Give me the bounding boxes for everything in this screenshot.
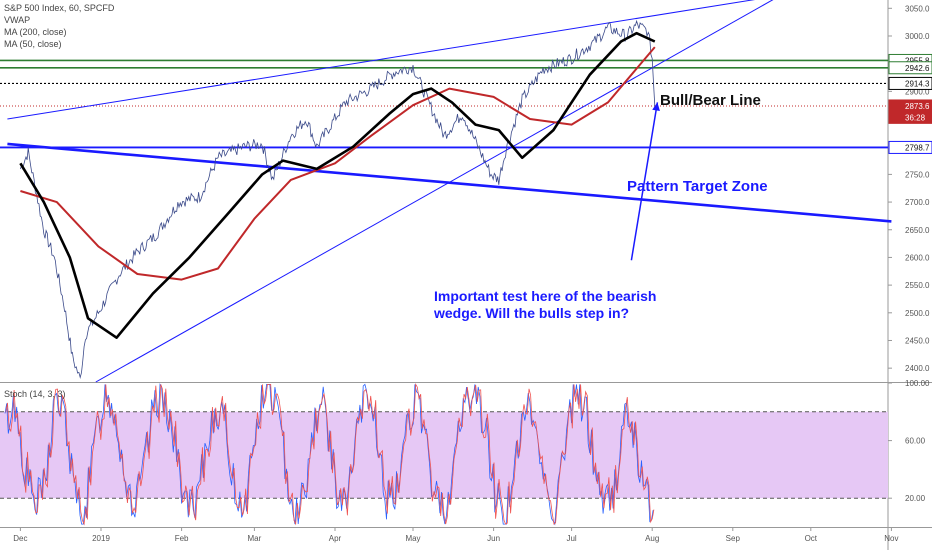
time-tick-label: 2019 xyxy=(92,534,110,543)
price-tick-label: 2650.0 xyxy=(905,226,930,235)
price-label-box xyxy=(888,140,932,154)
legend-ma50[interactable]: MA (50, close) xyxy=(4,39,62,49)
price-label: 2914.3 xyxy=(905,79,930,88)
stoch-band-fill xyxy=(0,411,888,499)
annotation-arrowhead xyxy=(652,102,660,112)
price-tick-label: 2900.0 xyxy=(905,87,930,96)
time-tick-label: Oct xyxy=(805,534,818,543)
time-tick-label: May xyxy=(405,534,420,543)
ma200-series-line xyxy=(20,46,656,281)
time-tick-label: Aug xyxy=(645,534,659,543)
stoch-tick-label: 20.00 xyxy=(905,494,926,503)
legend-symbol[interactable]: S&P 500 Index, 60, SPCFD xyxy=(4,3,115,13)
annotation-important-test-line1: Important test here of the bearish xyxy=(434,288,657,304)
trendline-wedge-upper xyxy=(7,0,756,120)
price-label-box xyxy=(888,110,932,124)
price-tick-label: 2400.0 xyxy=(905,364,930,373)
time-tick-label: Feb xyxy=(175,534,189,543)
price-tick-label: 2700.0 xyxy=(905,198,930,207)
price-label: 2798.7 xyxy=(905,143,930,152)
ma50-series-line xyxy=(19,31,656,340)
legend-stoch[interactable]: Stoch (14, 3, 3) xyxy=(4,389,66,399)
price-label: 2955.8 xyxy=(905,56,930,65)
trendline-target-zone xyxy=(7,142,892,223)
price-label: 2873.6 xyxy=(905,102,930,111)
stoch-d-line xyxy=(5,383,655,526)
time-tick-label: Jul xyxy=(566,534,576,543)
legend-ma200[interactable]: MA (200, close) xyxy=(4,27,67,37)
time-tick-label: Mar xyxy=(248,534,262,543)
legend-vwap[interactable]: VWAP xyxy=(4,15,31,25)
price-tick-label: 2600.0 xyxy=(905,253,930,262)
time-tick-label: Jun xyxy=(487,534,500,543)
time-tick-label: Dec xyxy=(13,534,27,543)
price-tick-label: 2550.0 xyxy=(905,281,930,290)
price-tick-label: 3000.0 xyxy=(905,32,930,41)
annotation-important-test[interactable]: Important test here of the bearish wedge… xyxy=(434,288,656,322)
time-tick-label: Sep xyxy=(726,534,741,543)
annotation-arrow xyxy=(630,102,659,261)
trendline-wedge-lower xyxy=(95,0,774,383)
price-label-box xyxy=(888,76,932,90)
annotation-pattern-target-zone[interactable]: Pattern Target Zone xyxy=(627,178,768,195)
price-tick-label: 3050.0 xyxy=(905,4,930,13)
price-tick-label: 2750.0 xyxy=(905,170,930,179)
price-tick-label: 2500.0 xyxy=(905,309,930,318)
time-tick-label: Apr xyxy=(329,534,342,543)
stoch-tick-label: 60.00 xyxy=(905,437,926,446)
price-label-box xyxy=(888,61,932,75)
price-tick-label: 2450.0 xyxy=(905,336,930,345)
price-label: 36:28 xyxy=(905,113,926,122)
time-tick-label: Nov xyxy=(884,534,898,543)
stoch-tick-label: 100.00 xyxy=(905,379,930,388)
annotation-bull-bear-line[interactable]: Bull/Bear Line xyxy=(660,92,761,109)
annotation-important-test-line2: wedge. Will the bulls step in? xyxy=(434,305,630,321)
price-label: 2942.6 xyxy=(905,64,930,73)
